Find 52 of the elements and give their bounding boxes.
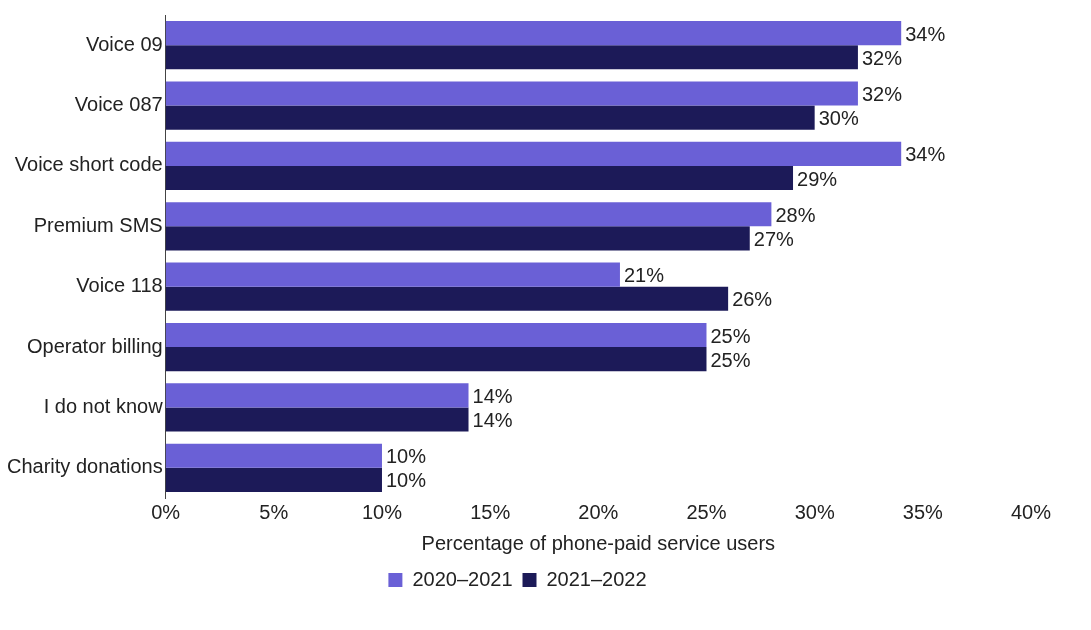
bar [165,165,794,191]
data-label: 25% [710,348,751,371]
x-tick-label: 10% [361,500,403,523]
data-label: 21% [623,264,665,287]
y-tick-label: Charity donations [6,455,163,478]
data-label: 10% [385,445,427,468]
bar [165,262,620,287]
data-label: 27% [753,227,795,250]
bar [165,286,729,311]
bar [165,81,858,106]
bar [165,383,469,408]
bar [165,467,382,492]
bar [165,202,772,227]
bar [165,443,382,468]
data-label: 29% [797,167,838,190]
legend-label: 2020–2021 [412,567,513,590]
data-label: 28% [775,203,816,226]
y-tick-label: Voice 087 [74,93,163,116]
bar [165,141,902,166]
y-tick-label: Operator billing [27,334,163,357]
x-tick-label: 40% [1010,500,1052,523]
y-tick-label: I do not know [43,394,164,417]
x-tick-label: 35% [902,500,944,523]
bar [165,226,750,251]
data-label: 14% [472,409,513,432]
bar [165,45,858,70]
legend-label: 2021–2022 [546,567,647,590]
data-label: 34% [905,143,946,166]
x-axis-title: Percentage of phone-paid service users [421,531,776,554]
bar [165,105,815,130]
x-tick-label: 25% [686,500,727,523]
bar [165,322,707,348]
data-label: 30% [818,107,859,130]
bar [165,347,707,372]
data-label: 32% [861,83,903,105]
data-label: 10% [385,469,427,492]
x-tick-label: 15% [470,500,511,523]
y-tick-label: Voice 09 [85,32,163,55]
y-tick-label: Voice short code [14,153,163,176]
y-tick-label: Premium SMS [33,213,163,236]
bar [165,21,902,46]
y-tick-label: Voice 118 [76,274,163,297]
x-tick-label: 5% [259,500,289,523]
data-label: 26% [732,288,773,311]
data-label: 25% [710,324,751,347]
x-tick-label: 0% [151,500,181,523]
data-label: 32% [861,46,903,69]
bar [165,407,469,432]
data-label: 34% [905,22,946,45]
x-tick-label: 30% [794,500,835,523]
data-label: 14% [472,384,513,407]
x-tick-label: 20% [578,500,619,523]
